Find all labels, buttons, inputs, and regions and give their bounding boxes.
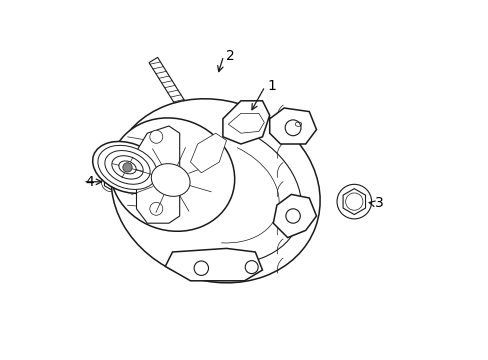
Polygon shape (136, 126, 179, 223)
Circle shape (285, 120, 301, 136)
Ellipse shape (92, 141, 162, 193)
Ellipse shape (119, 161, 136, 174)
Polygon shape (165, 248, 262, 281)
Polygon shape (343, 189, 365, 215)
Circle shape (244, 261, 258, 274)
Polygon shape (269, 108, 316, 144)
Circle shape (345, 193, 362, 210)
Circle shape (194, 261, 208, 275)
Polygon shape (149, 57, 199, 130)
Ellipse shape (111, 99, 320, 283)
Circle shape (122, 163, 132, 172)
Polygon shape (228, 113, 264, 133)
Circle shape (149, 202, 163, 215)
Polygon shape (190, 133, 226, 173)
Circle shape (336, 184, 371, 219)
Polygon shape (104, 174, 118, 190)
Text: 4: 4 (85, 175, 94, 189)
Text: 2: 2 (225, 49, 234, 63)
Polygon shape (223, 101, 269, 144)
Ellipse shape (110, 118, 234, 231)
Ellipse shape (151, 164, 190, 196)
Circle shape (149, 130, 163, 143)
Ellipse shape (112, 156, 143, 179)
Polygon shape (111, 177, 167, 186)
Polygon shape (273, 194, 316, 238)
Text: 3: 3 (374, 197, 383, 210)
Circle shape (285, 209, 300, 223)
Circle shape (190, 122, 200, 132)
Text: 1: 1 (266, 80, 275, 93)
Circle shape (107, 177, 116, 186)
Ellipse shape (98, 145, 157, 189)
Ellipse shape (104, 150, 150, 184)
